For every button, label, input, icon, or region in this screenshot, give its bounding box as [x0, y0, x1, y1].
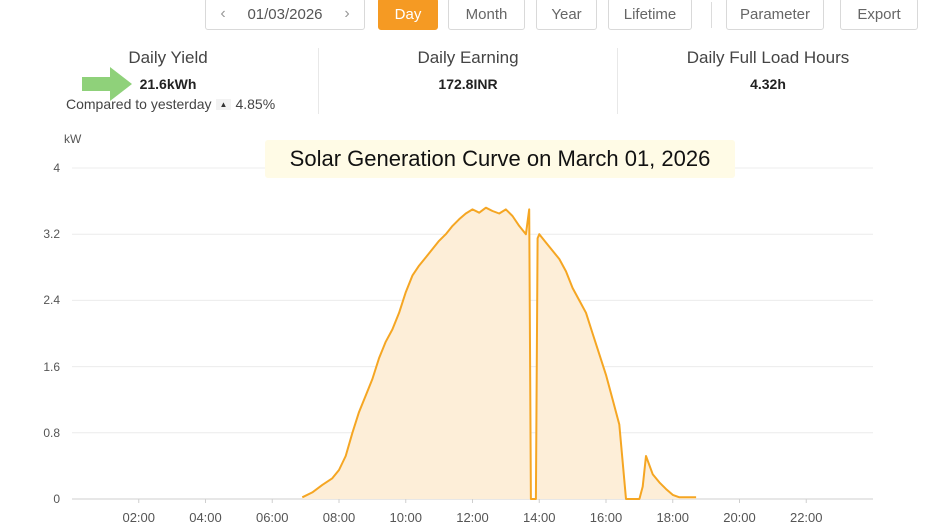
x-tick-label: 14:00	[522, 510, 556, 525]
tab-day[interactable]: Day	[378, 0, 438, 30]
chart-title: Solar Generation Curve on March 01, 2026	[265, 140, 735, 178]
x-tick-label: 06:00	[255, 510, 289, 525]
arrow-right-icon	[82, 67, 132, 101]
parameter-button[interactable]: Parameter	[726, 0, 824, 30]
compare-yesterday: Compared to yesterday ▲ 4.85%	[66, 96, 275, 112]
y-tick-label: 2.4	[43, 293, 60, 308]
daily-earning-value: 172.8INR	[438, 76, 498, 92]
date-value[interactable]: 01/03/2026	[247, 5, 323, 23]
toolbar: ‹ 01/03/2026 › Day Month Year Lifetime P…	[0, 0, 940, 32]
date-picker[interactable]: ‹ 01/03/2026 ›	[205, 0, 365, 30]
daily-yield-value: 21.6kWh	[139, 76, 197, 92]
x-tick-label: 08:00	[322, 510, 356, 525]
tab-year[interactable]: Year	[536, 0, 597, 30]
x-tick-label: 16:00	[589, 510, 623, 525]
x-tick-label: 22:00	[789, 510, 823, 525]
x-tick-label: 02:00	[122, 510, 156, 525]
export-button[interactable]: Export	[840, 0, 918, 30]
x-tick-label: 04:00	[189, 510, 222, 525]
tab-month[interactable]: Month	[448, 0, 525, 30]
y-tick-label: 3.2	[43, 227, 60, 242]
stat-divider	[617, 48, 618, 114]
y-tick-label: 0	[53, 492, 60, 506]
chevron-left-icon[interactable]: ‹	[220, 5, 226, 22]
y-tick-label: 4	[53, 161, 60, 175]
trend-up-icon: ▲	[215, 99, 232, 110]
full-load-hours-stat: Daily Full Load Hours 4.32h	[668, 48, 868, 92]
tab-lifetime[interactable]: Lifetime	[608, 0, 692, 30]
series-area	[302, 207, 697, 499]
full-load-hours-value: 4.32h	[750, 76, 786, 92]
compare-value: 4.85%	[235, 96, 276, 112]
toolbar-divider	[711, 2, 712, 28]
compare-label: Compared to yesterday	[66, 96, 212, 112]
daily-earning-label: Daily Earning	[417, 48, 519, 67]
x-tick-label: 12:00	[456, 510, 489, 525]
stat-divider	[318, 48, 319, 114]
y-tick-label: 1.6	[43, 359, 60, 374]
x-tick-label: 18:00	[656, 510, 690, 525]
x-tick-label: 20:00	[723, 510, 756, 525]
y-axis-unit: kW	[64, 132, 82, 146]
daily-yield-stat: Daily Yield 21.6kWh	[88, 48, 248, 92]
daily-yield-label: Daily Yield	[128, 48, 208, 67]
x-tick-label: 10:00	[389, 510, 423, 525]
chevron-right-icon[interactable]: ›	[344, 5, 350, 22]
y-tick-label: 0.8	[43, 425, 60, 440]
daily-earning-stat: Daily Earning 172.8INR	[388, 48, 548, 92]
annotation-arrow	[82, 67, 132, 101]
full-load-hours-label: Daily Full Load Hours	[686, 48, 850, 67]
series-line	[301, 206, 697, 500]
